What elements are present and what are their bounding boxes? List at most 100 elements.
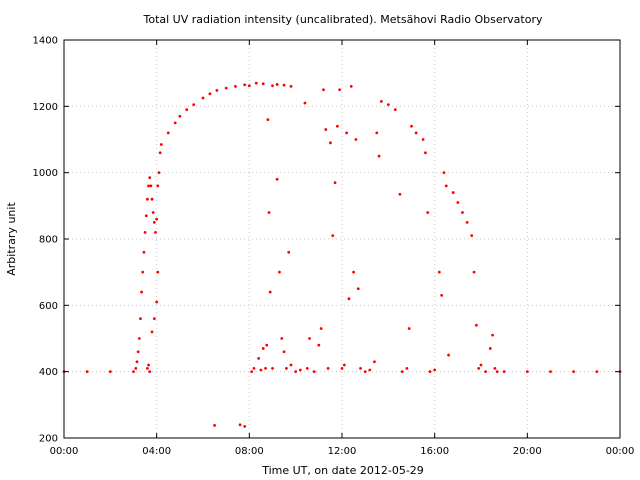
data-point [178,114,182,118]
data-point [303,101,307,105]
y-tick-label: 600 [39,301,58,312]
data-point [136,350,140,354]
data-point [213,424,216,427]
data-point [345,131,349,135]
data-point [143,230,147,234]
data-point [424,151,427,155]
data-point [317,343,321,347]
data-point [282,83,286,87]
data-point [375,131,379,135]
data-point [437,270,441,274]
data-point [261,82,265,86]
y-tick-label: 200 [39,434,58,445]
y-tick-label: 1400 [33,36,58,47]
data-point [347,297,351,301]
data-point [275,83,279,86]
data-point [282,350,286,354]
data-point [322,88,325,92]
chart-title: Total UV radiation intensity (uncalibrat… [143,13,543,26]
data-point [461,211,464,214]
data-point [152,317,156,320]
data-point [335,124,339,128]
data-point [139,317,142,320]
data-point [491,333,494,337]
x-tick-label: 12:00 [328,446,357,457]
y-axis-label: Arbitrary unit [5,202,18,276]
data-point [234,85,237,88]
data-point [271,366,274,370]
data-point [287,250,291,254]
y-tick-label: 1200 [33,102,58,113]
data-point [266,118,270,121]
y-tick-label: 1000 [33,168,58,179]
data-point [442,171,446,175]
data-point [368,368,372,372]
data-point [470,234,474,238]
data-point [146,366,149,370]
grid-lines [64,40,620,438]
data-point [154,230,157,234]
data-point [147,184,150,188]
data-point [289,85,293,88]
data-point [148,176,152,180]
y-tick-label: 400 [39,367,58,378]
data-point [259,368,263,372]
x-tick-label: 08:00 [235,446,264,457]
data-point [359,366,362,370]
data-point [215,89,219,92]
data-point [398,192,402,196]
data-point [305,366,309,370]
data-point [264,366,267,370]
data-point [484,370,488,374]
data-point [166,131,170,135]
data-point [324,128,328,131]
data-point [549,370,552,374]
data-point [132,370,135,374]
data-point [151,211,155,214]
data-point [254,81,258,85]
data-point [141,270,145,274]
data-point [271,84,274,88]
data-point [157,171,161,175]
data-point [156,270,160,274]
data-point [340,366,344,370]
data-point [238,423,242,427]
data-point [595,370,599,374]
data-point [377,154,381,158]
data-point [149,184,153,188]
data-point [140,290,144,294]
data-point [252,366,256,370]
data-point [440,293,444,297]
data-point [428,370,432,374]
data-point [326,366,330,370]
data-point [192,103,196,107]
data-point [465,221,469,224]
data-point [477,366,481,370]
data-point [155,300,159,304]
x-tick-label: 16:00 [420,446,449,457]
data-point [479,363,483,367]
data-point [373,360,376,364]
data-point [137,337,141,340]
data-point [329,141,332,145]
data-point [159,143,163,146]
data-point [308,337,311,340]
data-point [312,370,316,374]
data-point [298,368,302,372]
data-point [201,96,205,100]
data-point [294,370,298,374]
data-point [243,83,247,87]
data-point [386,103,390,107]
data-point [275,177,279,181]
data-point [444,184,448,188]
data-point [338,88,342,92]
data-point [421,138,425,141]
data-point [349,85,353,88]
data-point [379,99,383,103]
data-point [289,363,293,367]
data-point [400,370,404,374]
data-point [407,327,411,330]
data-point [285,366,288,370]
x-tick-label: 00:00 [606,446,635,457]
